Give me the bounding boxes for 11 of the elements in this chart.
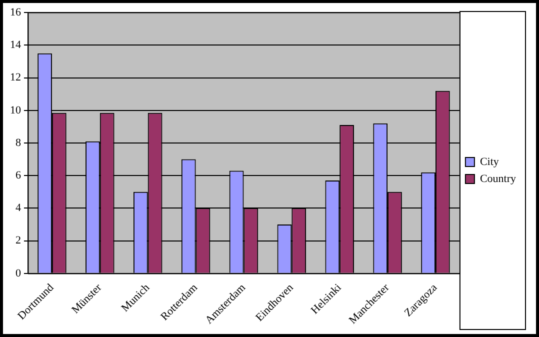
y-tick-label: 14 [10, 39, 22, 52]
y-tick-label: 0 [16, 267, 22, 280]
y-tick-label: 12 [10, 72, 21, 84]
y-tick-label: 10 [10, 104, 22, 116]
legend-label: Country [480, 172, 516, 185]
y-tick-label: 16 [10, 6, 22, 18]
y-tick-label: 6 [16, 169, 22, 182]
y-tick-label: 8 [16, 136, 22, 149]
y-tick-label: 4 [16, 202, 22, 214]
y-tick-label: 2 [16, 234, 21, 247]
legend-label: City [480, 156, 500, 168]
